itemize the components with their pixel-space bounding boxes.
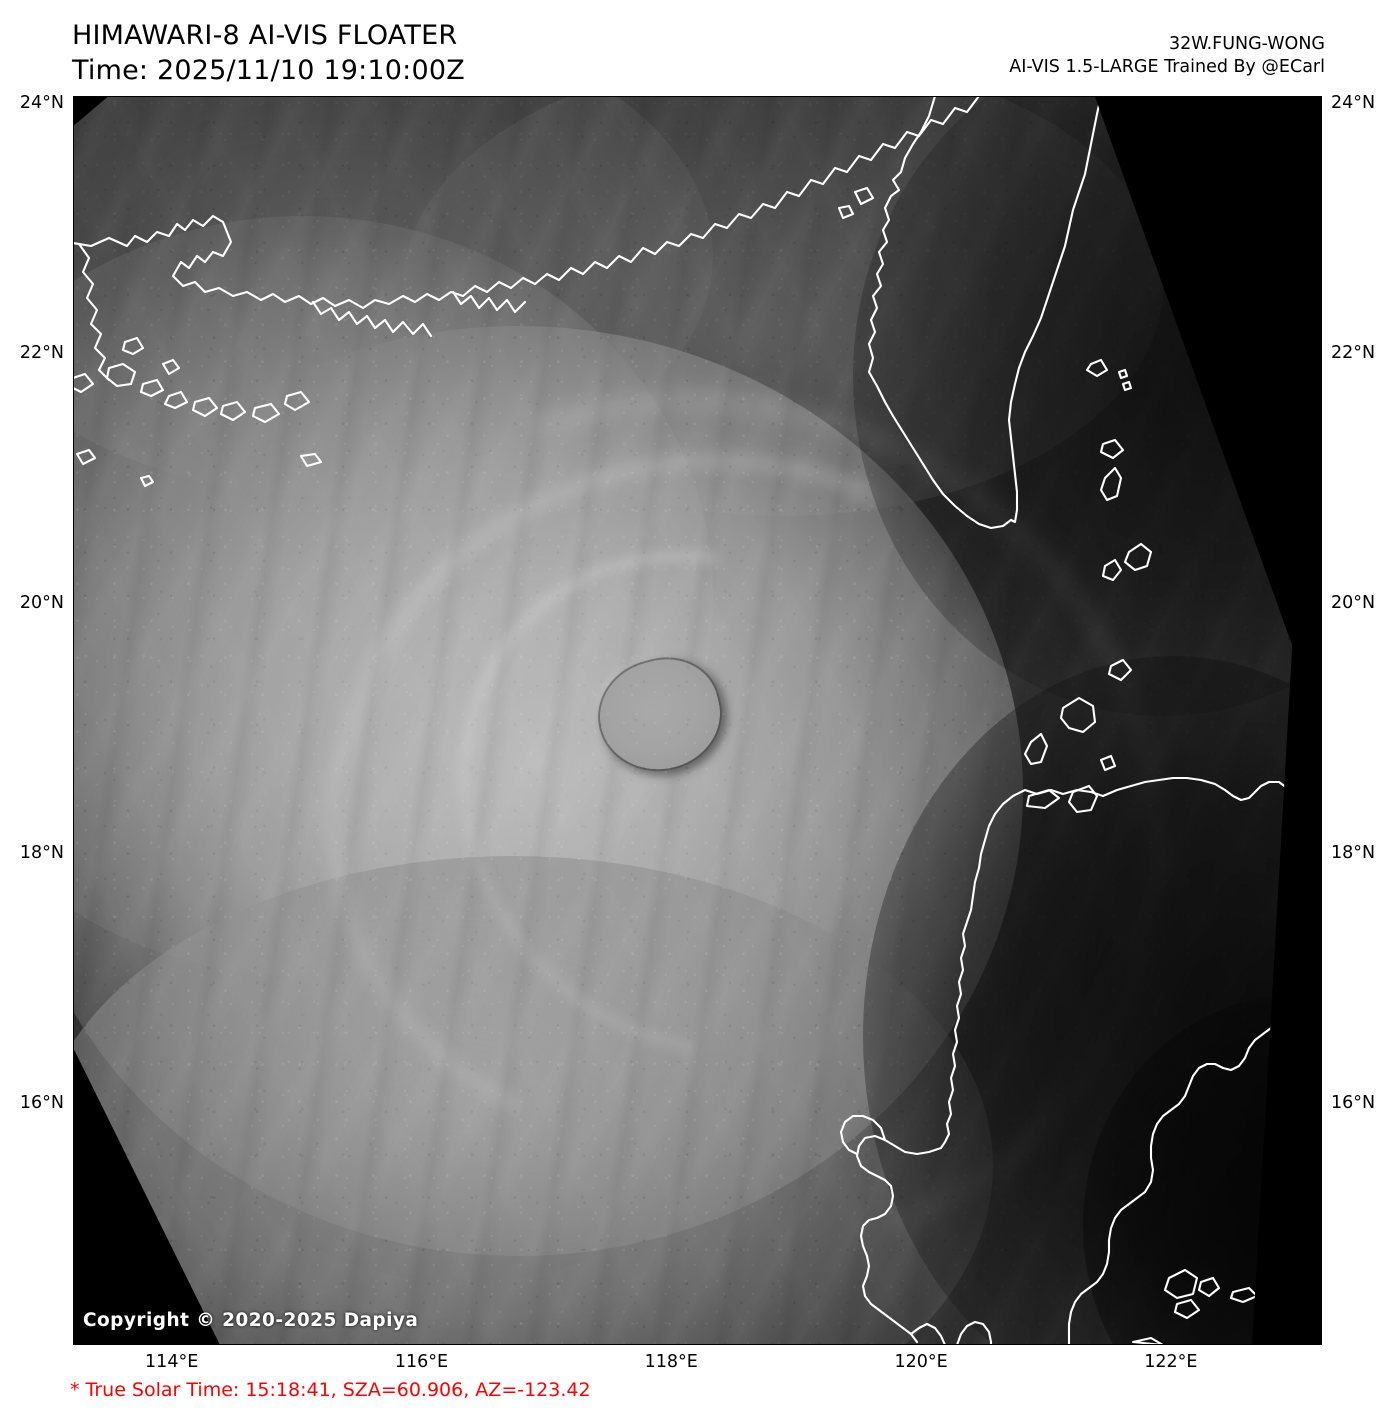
lat-tick-right-0: 24°N (1331, 93, 1376, 114)
lat-tick-right-1: 22°N (1331, 343, 1376, 364)
header-meta-block: 32W.FUNG-WONG AI-VIS 1.5-LARGE Trained B… (1009, 33, 1325, 80)
batanes-island-batan (1099, 466, 1123, 502)
penghu-islet (837, 204, 855, 220)
luzon-offshore-isle-c (1173, 1298, 1201, 1320)
luzon-south-bay (909, 1322, 947, 1345)
lat-tick-right-4: 16°N (1331, 1092, 1376, 1113)
luzon-west-coast (855, 788, 1105, 1344)
lon-tick-2: 118°E (644, 1352, 698, 1372)
pearl-river-delta-coast (77, 242, 111, 382)
coastal-island-f (251, 402, 281, 424)
taiwan-offshore-isle-a (1085, 358, 1109, 378)
coastal-island-c (163, 390, 189, 410)
solar-geometry-note: * True Solar Time: 15:18:41, SZA=60.906,… (70, 1379, 591, 1401)
coastal-island-b (139, 378, 165, 398)
satellite-image-plot[interactable]: Copyright © 2020-2025 Dapiya (73, 96, 1322, 1345)
taiwan-west-coast (867, 96, 1013, 530)
page-title: HIMAWARI-8 AI-VIS FLOATER (72, 20, 458, 51)
lat-tick-left-1: 22°N (19, 343, 64, 364)
coastal-island-a (121, 336, 145, 356)
luzon-south-peninsula (955, 1320, 993, 1345)
lat-tick-right-3: 18°N (1331, 842, 1376, 863)
luzon-southwest-lobe (839, 1114, 887, 1156)
coastal-island-d (191, 396, 219, 418)
coastal-island-h (161, 358, 181, 376)
babuyan-island-c (1107, 658, 1133, 682)
babuyan-island-b (1101, 558, 1123, 582)
batanes-islet-1 (1117, 368, 1129, 380)
lat-tick-left-2: 20°N (19, 593, 64, 614)
china-coast-inlets-2 (451, 290, 527, 314)
taiwan-offshore-isle-b (1099, 438, 1125, 460)
lat-tick-left-3: 18°N (19, 842, 64, 863)
coastline-overlay (73, 96, 1322, 1345)
luzon-offshore-isle-d (1229, 1286, 1259, 1304)
hong-kong-island (105, 362, 137, 388)
babuyan-island-a (1123, 542, 1153, 572)
storm-id-label: 32W.FUNG-WONG (1169, 34, 1325, 54)
babuyan-island-f (1067, 784, 1099, 814)
lat-tick-left-0: 24°N (19, 93, 64, 114)
lon-tick-4: 122°E (1144, 1352, 1198, 1372)
coastal-island-i (73, 372, 95, 394)
luzon-offshore-isle-b (1197, 1276, 1221, 1298)
longitude-axis-bottom: 114°E 116°E 118°E 120°E 122°E (73, 1352, 1322, 1378)
coastal-island-g (283, 390, 311, 412)
coastal-island-small (139, 474, 155, 488)
latitude-axis-left: 24°N 22°N 20°N 18°N 16°N (0, 93, 64, 1345)
penghu-islands (853, 186, 875, 206)
lat-tick-left-4: 16°N (19, 1092, 64, 1113)
luzon-offshore-isle-a (1163, 1268, 1199, 1300)
taiwan-east-coast (1007, 96, 1103, 524)
lat-tick-right-2: 20°N (1331, 593, 1376, 614)
babuyan-island-d (1059, 696, 1097, 734)
batanes-islet-2 (1121, 380, 1133, 392)
china-coast-inlets (311, 300, 433, 338)
copyright-watermark: Copyright © 2020-2025 Dapiya (83, 1310, 419, 1331)
product-credit-label: AI-VIS 1.5-LARGE Trained By @ECarl (1009, 57, 1325, 78)
lon-tick-3: 120°E (894, 1352, 948, 1372)
luzon-offshore-isle-f (1131, 1336, 1165, 1345)
south-china-coastline (73, 96, 981, 310)
cloud-speckle-texture (73, 96, 1322, 1345)
coastal-island-small-2 (75, 448, 97, 466)
coastal-island-j (299, 452, 323, 468)
babuyan-island-e (1023, 732, 1049, 766)
lon-tick-0: 114°E (145, 1352, 199, 1372)
coastal-island-e (219, 400, 247, 422)
babuyan-island-h (1099, 754, 1117, 772)
header-title-block: HIMAWARI-8 AI-VIS FLOATER Time: 2025/11/… (72, 18, 465, 88)
latitude-axis-right: 24°N 22°N 20°N 18°N 16°N (1331, 93, 1393, 1345)
timestamp-label: Time: 2025/11/10 19:10:00Z (72, 55, 465, 87)
lon-tick-1: 116°E (394, 1352, 449, 1372)
luzon-north-coast (1101, 776, 1301, 820)
